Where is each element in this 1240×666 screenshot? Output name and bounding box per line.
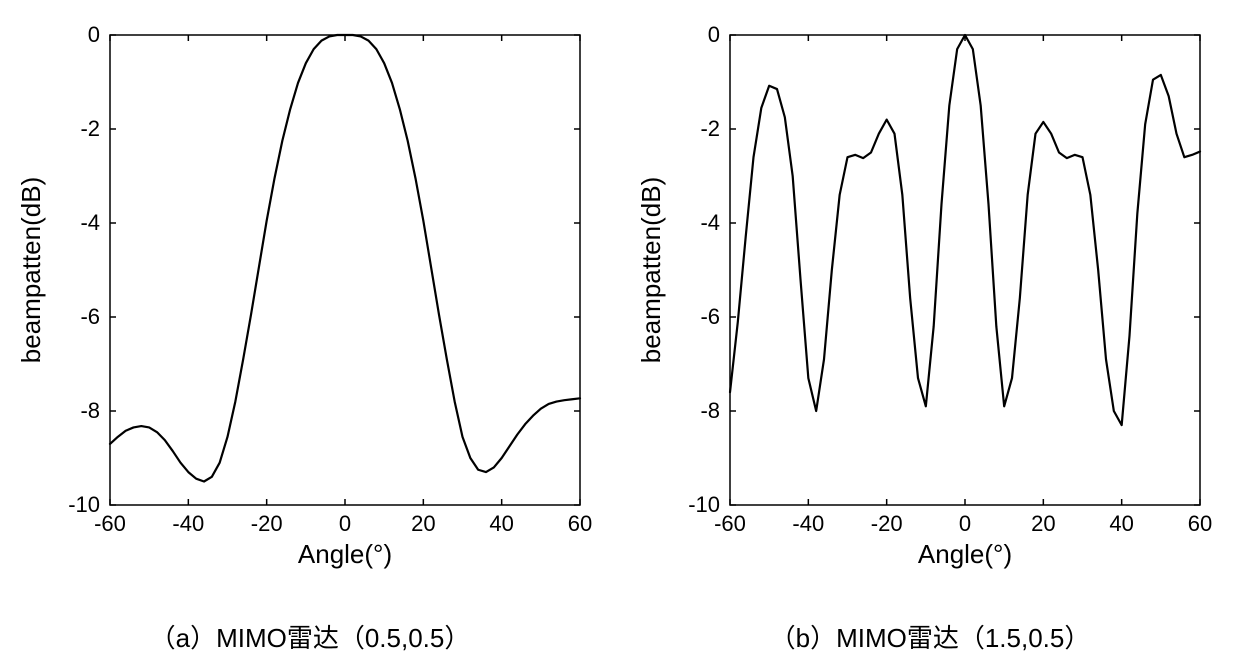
caption-a: （a）MIMO雷达（0.5,0.5）	[150, 618, 471, 655]
svg-text:-40: -40	[792, 511, 824, 536]
caption-b: （b）MIMO雷达（1.5,0.5）	[770, 618, 1091, 655]
svg-text:-8: -8	[700, 398, 720, 423]
svg-text:60: 60	[568, 511, 592, 536]
svg-text:-8: -8	[80, 398, 100, 423]
svg-text:Angle(°): Angle(°)	[918, 539, 1012, 569]
svg-text:-10: -10	[68, 492, 100, 517]
svg-text:-20: -20	[871, 511, 903, 536]
svg-text:-10: -10	[688, 492, 720, 517]
svg-text:-6: -6	[80, 304, 100, 329]
svg-text:-20: -20	[251, 511, 283, 536]
svg-text:Angle(°): Angle(°)	[298, 539, 392, 569]
svg-text:-6: -6	[700, 304, 720, 329]
panel-b: -60-40-200204060-10-8-6-4-20Angle(°)beam…	[620, 10, 1240, 655]
chart-a: -60-40-200204060-10-8-6-4-20Angle(°)beam…	[0, 10, 620, 610]
svg-text:-40: -40	[172, 511, 204, 536]
svg-text:beampatten(dB): beampatten(dB)	[636, 177, 666, 363]
svg-text:-4: -4	[80, 210, 100, 235]
svg-text:40: 40	[1109, 511, 1133, 536]
svg-text:40: 40	[489, 511, 513, 536]
svg-text:-4: -4	[700, 210, 720, 235]
svg-text:-2: -2	[700, 116, 720, 141]
svg-text:0: 0	[959, 511, 971, 536]
svg-text:-2: -2	[80, 116, 100, 141]
panel-a: -60-40-200204060-10-8-6-4-20Angle(°)beam…	[0, 10, 620, 655]
svg-text:0: 0	[339, 511, 351, 536]
figure-row: -60-40-200204060-10-8-6-4-20Angle(°)beam…	[0, 0, 1240, 666]
chart-b: -60-40-200204060-10-8-6-4-20Angle(°)beam…	[620, 10, 1240, 610]
svg-text:20: 20	[411, 511, 435, 536]
svg-text:20: 20	[1031, 511, 1055, 536]
svg-text:60: 60	[1188, 511, 1212, 536]
svg-text:beampatten(dB): beampatten(dB)	[16, 177, 46, 363]
svg-text:0: 0	[88, 22, 100, 47]
svg-text:0: 0	[708, 22, 720, 47]
